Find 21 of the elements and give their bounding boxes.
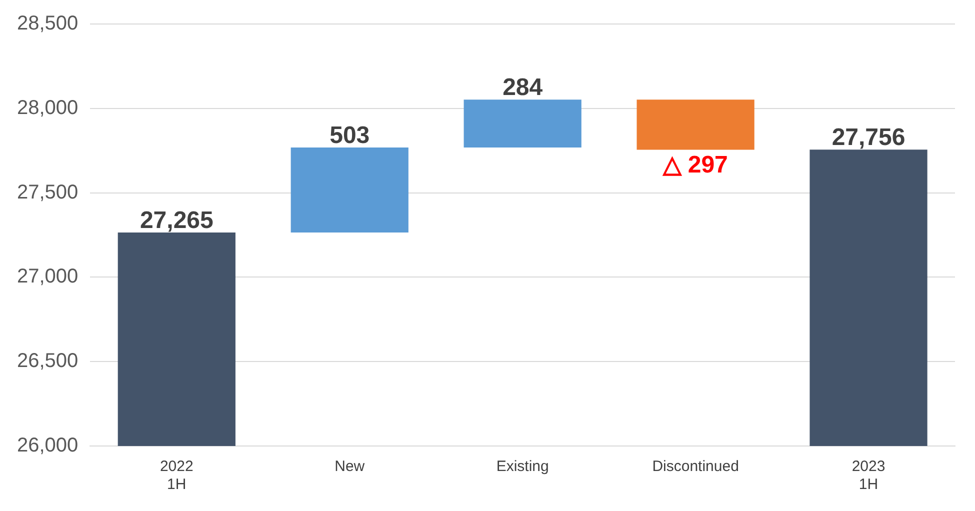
x-tick-label: 2023 1H: [852, 458, 886, 494]
x-tick-label: New: [334, 458, 365, 476]
y-tick-label: 26,000: [17, 434, 78, 457]
data-label: 27,756: [832, 124, 906, 152]
data-label: 503: [330, 122, 370, 150]
bar: [290, 148, 408, 232]
data-label: △ 297: [662, 151, 728, 178]
y-tick-label: 27,500: [17, 181, 78, 204]
y-tick-label: 28,000: [17, 96, 78, 119]
data-label: 284: [502, 74, 544, 102]
y-tick-label: 26,500: [17, 350, 78, 372]
bar: [464, 100, 582, 148]
y-tick-label: 28,500: [17, 12, 78, 35]
data-label: 27,265: [140, 207, 214, 234]
x-tick-label: 2022 1H: [160, 458, 194, 494]
bar: [636, 100, 754, 150]
x-tick-label: Existing: [496, 458, 549, 476]
bar: [118, 232, 236, 446]
x-tick-label: Discontinued: [652, 458, 739, 476]
y-tick-label: 27,000: [17, 266, 78, 288]
bar: [810, 150, 928, 446]
